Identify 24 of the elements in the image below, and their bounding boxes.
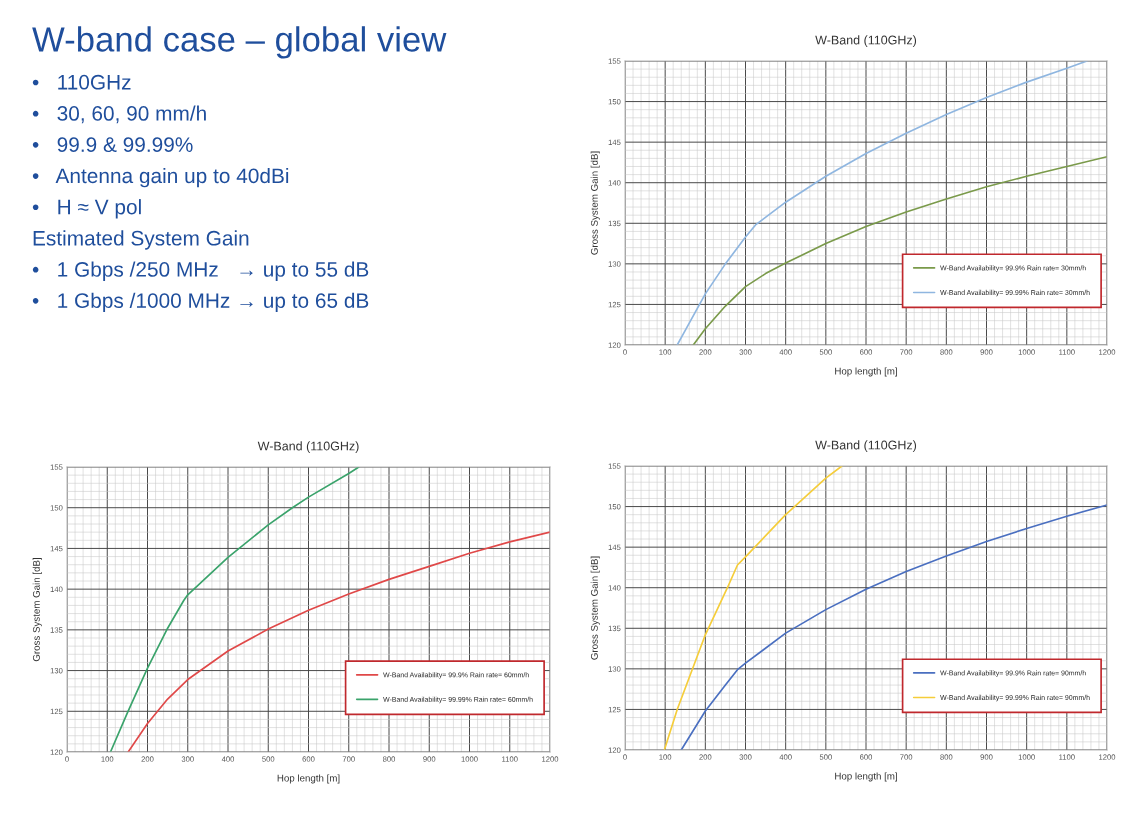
chart-title: W-Band (110GHz): [257, 441, 359, 453]
line-series: [663, 466, 843, 750]
chart-title: W-Band (110GHz): [815, 440, 917, 452]
y-axis-title: Gross System Gain [dB]: [590, 556, 600, 660]
text: • H ≈ V pol: [32, 199, 141, 219]
text: • 110GHz: [32, 74, 131, 90]
x-axis-title: Hop length [m]: [835, 772, 897, 782]
line-series: [680, 504, 1107, 750]
line-series: [676, 61, 1088, 345]
text: • 99.9 & 99.99%: [32, 137, 193, 152]
text: Estimated System Gain: [33, 230, 249, 250]
x-axis-title: Hop length [m]: [277, 774, 340, 784]
line-series: [127, 531, 550, 752]
x-axis-title: Hop length [m]: [835, 367, 897, 377]
y-axis-title: Gross System Gain [dB]: [590, 151, 600, 255]
text: • 1 Gbps /1000 MHz → up to 65 dB: [32, 292, 369, 313]
line-series: [692, 155, 1107, 345]
y-axis-title: Gross System Gain [dB]: [32, 558, 42, 662]
text: W-band case – global view: [32, 26, 447, 59]
line-series: [109, 467, 360, 752]
text: • 1 Gbps /250 MHz → up to 55 dB: [32, 261, 369, 281]
text: • Antenna gain up to 40dBi: [32, 167, 289, 188]
chart-title: W-Band (110GHz): [815, 35, 917, 47]
text: • 30, 60, 90 mm/h: [32, 105, 206, 124]
